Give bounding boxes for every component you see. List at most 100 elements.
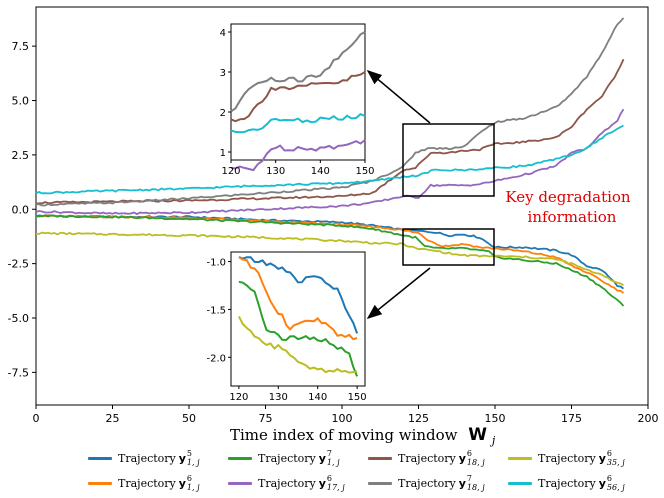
legend-swatch (368, 456, 392, 460)
y-tick-label: 0.0 (12, 203, 30, 216)
legend-superscript: 6 (466, 449, 473, 458)
legend: Trajectory y 5 1, j Trajectory y 7 1, j Trajecto… (88, 449, 648, 494)
x-tick-label: 25 (106, 412, 120, 425)
legend-subscript: 1, j (326, 458, 340, 467)
legend-subscript: 56, j (606, 483, 625, 492)
inset-y-tick-label: 1 (220, 148, 226, 159)
inset-series-line-8 (230, 113, 366, 134)
y-tick-label: -2.5 (8, 258, 29, 271)
legend-subscript: 1, j (186, 458, 200, 467)
legend-label: Trajectory (258, 476, 316, 490)
legend-indices: 6 35, j (607, 449, 625, 467)
inset-x-tick-label: 120 (229, 392, 248, 403)
legend-item: Trajectory y 6 35, j (508, 449, 648, 467)
inset-lower-frame (230, 251, 366, 387)
inset-y-tick-label: -1.0 (206, 258, 226, 269)
arrow-lower (366, 267, 431, 319)
legend-label: Trajectory (398, 451, 456, 465)
inset-y-tick-label: 3 (220, 68, 226, 79)
legend-item: Trajectory y 7 18, j (368, 474, 508, 492)
y-tick-label: -7.5 (8, 366, 29, 379)
legend-superscript: 6 (606, 449, 613, 458)
inset-lower-ticks: 120 130 140 150 -1.0 -1.5 -2.0 (206, 258, 366, 403)
inset-x-tick-label: 130 (269, 392, 288, 403)
legend-symbol: y (178, 476, 186, 490)
legend-swatch (508, 456, 532, 460)
series-line-4 (35, 108, 625, 216)
legend-indices: 7 18, j (467, 474, 485, 492)
inset-y-tick-label: 4 (220, 28, 226, 39)
inset-x-tick-label: 130 (266, 166, 285, 177)
legend-symbol: y (458, 451, 466, 465)
legend-label: Trajectory (538, 476, 596, 490)
y-tick-label: 5.0 (12, 95, 30, 108)
inset-x-tick-label: 140 (308, 392, 327, 403)
x-tick-label: 125 (408, 412, 429, 425)
x-axis-label-sub: j (489, 434, 496, 447)
x-axis-label-text: Time index of moving window (230, 426, 458, 444)
legend-label: Trajectory (118, 476, 176, 490)
annotation-line-2: information (528, 208, 617, 226)
series-line-8 (35, 124, 624, 195)
legend-subscript: 1, j (186, 483, 200, 492)
x-axis-label: Time index of moving window W j (230, 425, 496, 447)
legend-swatch (88, 481, 112, 485)
legend-swatch (228, 481, 252, 485)
legend-item: Trajectory y 6 17, j (228, 474, 368, 492)
inset-upper-frame (230, 23, 366, 161)
y-tick-label: 7.5 (12, 40, 30, 53)
legend-symbol: y (318, 476, 326, 490)
inset-upper-ticks: 120 130 140 150 4 3 2 1 (220, 28, 375, 177)
series-line-3 (35, 214, 625, 307)
inset-series-line-4 (230, 139, 366, 172)
inset-series-line-6 (230, 31, 366, 113)
legend-label: Trajectory (398, 476, 456, 490)
legend-indices: 7 1, j (327, 449, 340, 467)
legend-indices: 5 1, j (187, 449, 200, 467)
legend-swatch (88, 456, 112, 460)
inset-x-tick-label: 120 (221, 166, 240, 177)
legend-indices: 6 17, j (327, 474, 345, 492)
x-tick-label: 200 (638, 412, 659, 425)
legend-item: Trajectory y 6 1, j (88, 474, 228, 492)
zoom-box-lower (402, 228, 495, 266)
legend-superscript: 7 (326, 449, 333, 458)
inset-x-tick-label: 150 (355, 166, 374, 177)
inset-y-tick-label: -1.5 (206, 305, 226, 316)
main-ticks: 0 25 50 75 100 125 150 175 200 7.5 5.0 2.5 0.0 -2.5 -5… (8, 40, 659, 425)
legend-superscript: 6 (606, 474, 613, 483)
inset-x-tick-label: 150 (348, 392, 367, 403)
inset-series-line-1 (238, 256, 359, 334)
legend-subscript: 17, j (326, 483, 345, 492)
legend-superscript: 6 (326, 474, 333, 483)
legend-item: Trajectory y 6 56, j (508, 474, 648, 492)
x-axis-label-symbol: W (468, 425, 487, 445)
legend-symbol: y (178, 451, 186, 465)
inset-x-tick-label: 140 (311, 166, 330, 177)
legend-indices: 6 1, j (187, 474, 200, 492)
legend-item: Trajectory y 7 1, j (228, 449, 368, 467)
inset-upper-series-group (230, 31, 366, 172)
legend-label: Trajectory (258, 451, 316, 465)
legend-symbol: y (458, 476, 466, 490)
x-tick-label: 50 (182, 412, 196, 425)
legend-label: Trajectory (538, 451, 596, 465)
annotation-line-1: Key degradation (505, 188, 631, 206)
series-line-7 (35, 231, 624, 287)
legend-superscript: 7 (466, 474, 473, 483)
x-tick-label: 0 (33, 412, 40, 425)
arrow-upper (366, 70, 431, 124)
legend-label: Trajectory (118, 451, 176, 465)
inset-y-tick-label: -2.0 (206, 353, 226, 364)
y-tick-label: -5.0 (8, 312, 29, 325)
legend-subscript: 18, j (466, 458, 485, 467)
legend-symbol: y (598, 451, 606, 465)
legend-swatch (508, 481, 532, 485)
legend-subscript: 35, j (606, 458, 625, 467)
inset-series-line-3 (238, 280, 359, 377)
main-series-group (35, 17, 625, 307)
series-line-6 (35, 17, 625, 207)
legend-symbol: y (598, 476, 606, 490)
legend-superscript: 6 (186, 474, 193, 483)
